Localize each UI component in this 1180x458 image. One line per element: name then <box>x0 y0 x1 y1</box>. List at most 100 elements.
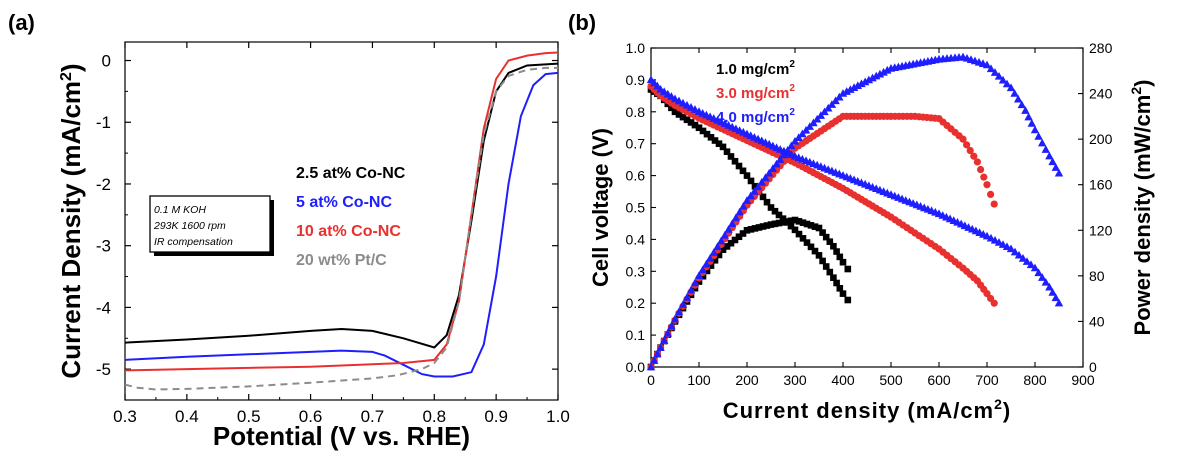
chart-b-power-point-1 <box>987 190 995 198</box>
chart-b-power-point-2 <box>653 349 662 358</box>
chart-b-voltage-point-0 <box>839 290 847 297</box>
chart-b-power-point-2 <box>864 75 874 84</box>
chart-b-power-point-2 <box>694 271 704 280</box>
chart-b-power-point-0 <box>743 226 751 234</box>
chart-b-power-point-2 <box>883 65 892 74</box>
chart-b-power-point-0 <box>822 233 830 241</box>
chart-b-power-point-2 <box>702 259 711 268</box>
chart-a-xtick-label: 1.0 <box>546 407 570 426</box>
chart-b-power-point-2 <box>1034 132 1043 140</box>
chart-b-power-point-2 <box>776 155 785 163</box>
chart-b-power-point-2 <box>1014 94 1023 103</box>
chart-b-power-point-2 <box>872 71 881 80</box>
chart-b-power-point-2 <box>686 285 696 294</box>
chart-b-voltage-point-0 <box>735 162 743 170</box>
chart-b-voltage-point-0 <box>844 296 852 304</box>
chart-b-power-point-2 <box>990 68 1000 76</box>
chart-b-power-point-0 <box>833 248 840 255</box>
chart-b-power-point-0 <box>775 219 783 227</box>
chart-b-power-point-0 <box>787 217 795 225</box>
chart-b-voltage-point-0 <box>699 127 707 135</box>
chart-b-power-point-2 <box>842 87 851 95</box>
chart-b-voltage-point-0 <box>759 193 767 201</box>
chart-b-power-point-1 <box>970 152 978 160</box>
chart-b-power-point-2 <box>846 85 855 93</box>
chart-b-power-point-0 <box>747 226 755 233</box>
chart-b-ylabel-left: Cell voltage (V) <box>588 128 613 287</box>
chart-b-power-point-0 <box>779 219 787 226</box>
chart-b-power-point-2 <box>879 67 888 76</box>
chart-b-power-point-2 <box>660 336 669 344</box>
chart-b-power-point-0 <box>735 233 743 241</box>
chart-b-voltage-point-2 <box>1045 282 1054 291</box>
chart-b-voltage-point-0 <box>715 140 723 147</box>
chart-b-power-point-0 <box>826 238 834 245</box>
chart-b-voltage-point-2 <box>1026 260 1036 269</box>
chart-b-power-point-2 <box>713 242 722 251</box>
chart-b-voltage-point-0 <box>683 116 691 124</box>
chart-b-voltage-point-0 <box>703 130 711 138</box>
chart-a-xtick-label: 0.5 <box>237 407 261 426</box>
chart-b-power-point-2 <box>746 191 755 200</box>
chart-b-ytick-left-label: 0.4 <box>626 231 646 247</box>
chart-b-power-point-1 <box>983 181 991 189</box>
chart-a-condition-text: 0.1 M KOH <box>154 204 206 216</box>
chart-b-voltage-point-0 <box>775 211 783 219</box>
chart-b-ytick-right-label: 280 <box>1089 40 1113 56</box>
chart-b-power-point-2 <box>757 177 766 186</box>
chart-b-voltage-point-2 <box>1048 288 1057 296</box>
chart-b-power-point-0 <box>799 219 807 226</box>
chart-b-power-point-2 <box>663 328 672 337</box>
chart-b-power-point-0 <box>755 224 763 231</box>
chart-b-power-point-2 <box>1030 125 1040 134</box>
chart-b-voltage-point-2 <box>1034 268 1043 277</box>
chart-b-power-point-0 <box>719 246 727 253</box>
chart-b-power-point-2 <box>1041 145 1050 153</box>
chart-b-voltage-point-0 <box>711 137 719 144</box>
chart-b-power-point-0 <box>767 221 775 228</box>
chart-b-ytick-left-label: 0.5 <box>626 200 646 216</box>
chart-b-ytick-left-label: 0.1 <box>626 327 646 343</box>
chart-a-legend-entry-0: 2.5 at% Co-NC <box>296 165 406 182</box>
chart-b-voltage-point-0 <box>763 198 771 206</box>
chart-b-power-point-2 <box>772 159 781 168</box>
chart-b-voltage-point-0 <box>671 108 679 116</box>
chart-b-voltage-point-0 <box>826 268 834 276</box>
chart-b-voltage-point-0 <box>787 222 795 230</box>
chart-b-voltage-point-0 <box>707 134 715 141</box>
chart-b-ytick-left-label: 0.0 <box>626 359 646 375</box>
chart-b-power-point-2 <box>838 89 848 97</box>
chart-a-legend-entry-3: 20 wt% Pt/C <box>296 252 387 269</box>
chart-b-ytick-right-label: 0 <box>1089 359 1097 375</box>
chart-a-xtick-label: 0.3 <box>113 407 137 426</box>
chart-b-voltage-point-0 <box>822 263 830 270</box>
chart-b-power-point-1 <box>973 158 982 166</box>
chart-b-power-point-2 <box>728 219 737 228</box>
chart-a-condition-text: 293K 1600 rpm <box>153 220 226 232</box>
chart-b-voltage-point-0 <box>779 215 787 222</box>
chart-b-power-point-2 <box>753 182 763 191</box>
chart-b-voltage-point-0 <box>679 113 687 121</box>
chart-b-voltage-point-0 <box>833 279 840 287</box>
chart-b-xtick-label: 800 <box>1023 372 1047 388</box>
chart-b-voltage-point-0 <box>811 247 819 255</box>
chart-b-power-point-2 <box>768 164 778 172</box>
chart-b-power-point-2 <box>670 314 680 323</box>
chart-b-power-point-2 <box>724 225 733 233</box>
chart-b-power-point-2 <box>857 79 866 88</box>
chart-b-xlabel: Current density (mA/cm2) <box>723 396 1012 423</box>
chart-a-conditions-shadow-bottom <box>154 252 274 256</box>
chart-b-voltage-point-0 <box>691 121 699 129</box>
chart-b-power-point-0 <box>723 243 731 250</box>
chart-b-power-point-0 <box>739 230 747 237</box>
chart-b-power-point-2 <box>667 321 676 330</box>
chart-b-power-point-0 <box>815 224 823 232</box>
chart-b-xtick-label: 500 <box>879 372 903 388</box>
chart-b-voltage-point-0 <box>675 111 683 118</box>
chart-b-power-point-2 <box>1048 157 1057 166</box>
chart-b-xtick-label: 600 <box>927 372 951 388</box>
chart-b-voltage-point-0 <box>739 167 747 175</box>
chart-b-power-point-0 <box>763 222 771 229</box>
chart-b-ylabel-right: Power density (mW/cm2) <box>1128 80 1155 336</box>
